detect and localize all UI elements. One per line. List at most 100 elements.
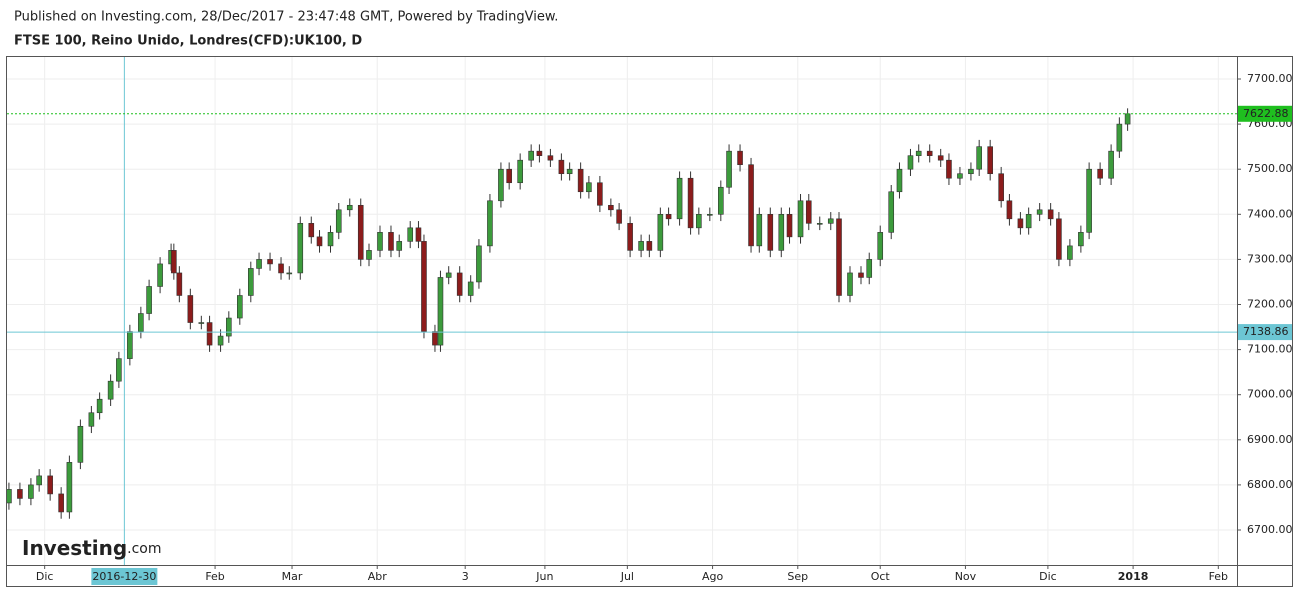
candle-body [1047,209,1054,220]
candle-body [1097,168,1103,179]
candle-body [1025,214,1032,229]
candle-body [586,182,592,193]
candle-body [116,358,122,382]
candle-body [388,232,394,251]
candle-body [146,286,152,314]
candle-body [767,214,774,251]
candle-body [66,462,73,513]
candle-body [877,232,884,260]
candle-body [467,281,474,296]
y-tick-label: 7700.00 [1247,72,1293,85]
candle-body [206,322,213,346]
candle-body [665,214,672,220]
candle-body [998,173,1004,202]
candle-body [476,245,482,283]
candle-body [437,277,444,346]
grid: 6700.00 6800.00 6900.00 7000.00 7100.00 7200.… [7,57,1293,583]
candle-body [866,259,873,278]
candle-body [407,227,414,242]
overlay: 7138.86 2016-12-30 7622.88 Investing.com [7,57,1292,585]
candle-body [377,232,383,251]
candle-body [748,164,754,247]
candle-body [335,209,342,233]
candle-body [597,182,603,206]
candle-body [176,272,183,296]
candle-body [316,236,323,247]
candle-body [896,168,903,193]
candle-body [737,150,743,165]
candle-body [77,425,84,463]
y-tick-label: 7000.00 [1247,388,1293,401]
candle-body [1056,218,1062,260]
candle-body [1067,245,1073,260]
candle-body [687,177,694,229]
candle-body [1124,113,1131,125]
candle-body [286,272,293,275]
frame [6,56,1293,587]
candle-body [915,150,922,156]
candle-body [1108,150,1114,179]
candle-body [707,214,713,216]
candle-body [657,214,664,251]
candle-body [88,412,95,427]
candle-body [138,313,144,332]
chart-title: FTSE 100, Reino Unido, Londres(CFD):UK10… [14,34,362,49]
candle-body [778,214,785,251]
crosshair-y-label: 7138.86 [1243,325,1289,338]
x-tick-label: Ago [702,570,724,583]
crosshair-x-box [91,568,158,585]
y-tick-label: 7500.00 [1247,162,1293,175]
candle-body [946,159,952,179]
x-tick-label: Abr [368,570,388,583]
candle-body [17,489,23,499]
candle-body [558,159,565,175]
candle-body [506,168,512,184]
candle-body [445,272,452,278]
candle-body [976,146,982,170]
candle-body [957,173,963,179]
candle-body [517,159,523,184]
candle-body [308,223,315,238]
candle-body [726,150,732,188]
candle-body [157,263,163,287]
candle-body [421,241,427,332]
candle-body [696,214,702,229]
x-tick-label: Jun [535,570,553,583]
candle-body [1036,209,1043,215]
logo-suffix: .com [127,541,161,557]
candle-body [797,200,804,238]
x-tick-label: Jul [620,570,634,583]
candle-body [107,380,114,400]
candle-body [357,204,364,260]
candle-body [827,218,834,224]
candle-body [1017,218,1024,229]
candle-body [646,241,653,251]
candle-body [1086,168,1092,233]
candle-body [566,168,573,175]
candle-body [616,209,622,224]
crosshair-y-box [1238,324,1292,341]
y-tick-label: 6800.00 [1247,478,1293,491]
candle-body [786,214,793,238]
candle-body [187,295,194,323]
candle-body [638,241,644,251]
candle-body [278,263,284,274]
candle-body [1006,200,1013,220]
last-price-box [1238,105,1292,122]
x-tick-label: Feb [1209,570,1228,583]
candle-body [487,200,493,247]
x-tick-label: Dic [36,570,54,583]
candle-body [805,200,812,224]
candle-body [432,331,438,346]
candle-body [396,241,403,251]
candle-body [858,272,864,278]
x-tick-label: Dic [1039,570,1057,583]
candle-body [498,168,504,202]
candle-body [968,168,974,175]
candle-body [36,475,42,486]
candle-body [676,177,683,220]
candle-body [58,493,64,513]
logo-name: Investing [22,536,127,560]
